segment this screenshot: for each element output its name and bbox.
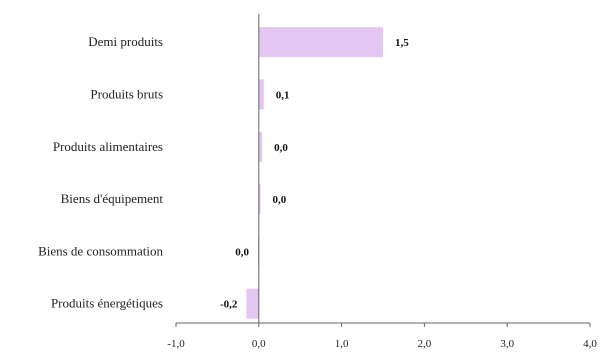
x-axis-ticks: -1,0 0,0 1,0 2,0 3,0 4,0 xyxy=(167,323,597,350)
data-label: 1,5 xyxy=(395,37,409,49)
data-label: 0,0 xyxy=(235,246,249,258)
x-tick-label: 2,0 xyxy=(418,338,432,350)
data-label: 0,1 xyxy=(276,89,290,101)
category-label: Biens de consommation xyxy=(38,243,163,258)
category-labels: Demi produits Produits bruts Produits alim… xyxy=(38,34,163,311)
category-label: Biens d'équipement xyxy=(61,191,164,206)
x-tick-label: -1,0 xyxy=(167,338,185,350)
bar xyxy=(258,27,383,58)
bar xyxy=(246,288,259,319)
x-tick-label: 3,0 xyxy=(500,338,514,350)
category-label: Produits énergétiques xyxy=(51,296,163,311)
x-tick-label: 4,0 xyxy=(583,338,597,350)
x-tick-label: 0,0 xyxy=(252,338,266,350)
bar xyxy=(258,184,261,214)
x-tick-label: 1,0 xyxy=(335,338,349,350)
category-label: Produits bruts xyxy=(90,86,163,101)
data-label: 0,0 xyxy=(274,142,288,154)
data-label: 0,0 xyxy=(273,194,287,206)
bars-group xyxy=(246,27,383,319)
category-label: Produits alimentaires xyxy=(53,139,163,154)
bar xyxy=(258,79,264,110)
data-labels: 1,5 0,1 0,0 0,0 0,0 -0,2 xyxy=(220,37,409,311)
data-label: -0,2 xyxy=(220,299,238,311)
bar xyxy=(258,131,263,162)
category-label: Demi produits xyxy=(88,34,163,49)
